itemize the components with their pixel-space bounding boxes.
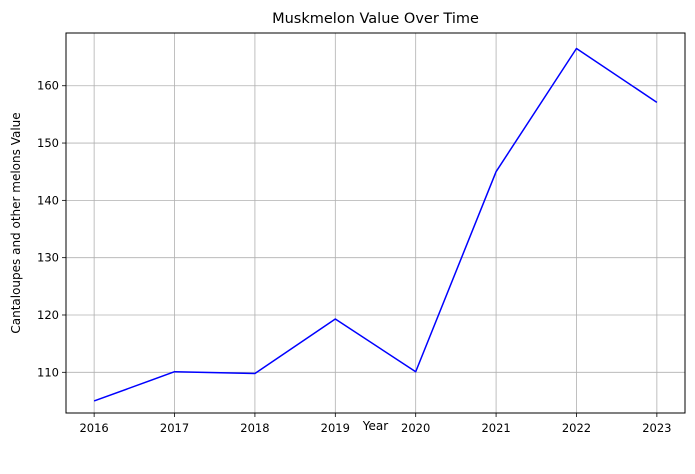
- x-tick-label: 2019: [321, 421, 350, 435]
- y-tick-label: 150: [37, 136, 59, 150]
- x-axis-label: Year: [362, 419, 388, 433]
- x-tick-label: 2017: [160, 421, 189, 435]
- x-tick-label: 2018: [240, 421, 269, 435]
- y-axis-label: Cantaloupes and other melons Value: [9, 112, 23, 333]
- chart-title: Muskmelon Value Over Time: [272, 11, 479, 27]
- x-tick-label: 2020: [401, 421, 430, 435]
- y-tick-label: 140: [37, 193, 59, 207]
- x-tick-label: 2022: [562, 421, 591, 435]
- y-tick-label: 120: [37, 308, 59, 322]
- x-tick-label: 2021: [481, 421, 510, 435]
- y-tick-label: 130: [37, 251, 59, 265]
- y-tick-label: 110: [37, 365, 59, 379]
- x-tick-label: 2023: [642, 421, 671, 435]
- y-tick-label: 160: [37, 79, 59, 93]
- x-tick-label: 2016: [79, 421, 108, 435]
